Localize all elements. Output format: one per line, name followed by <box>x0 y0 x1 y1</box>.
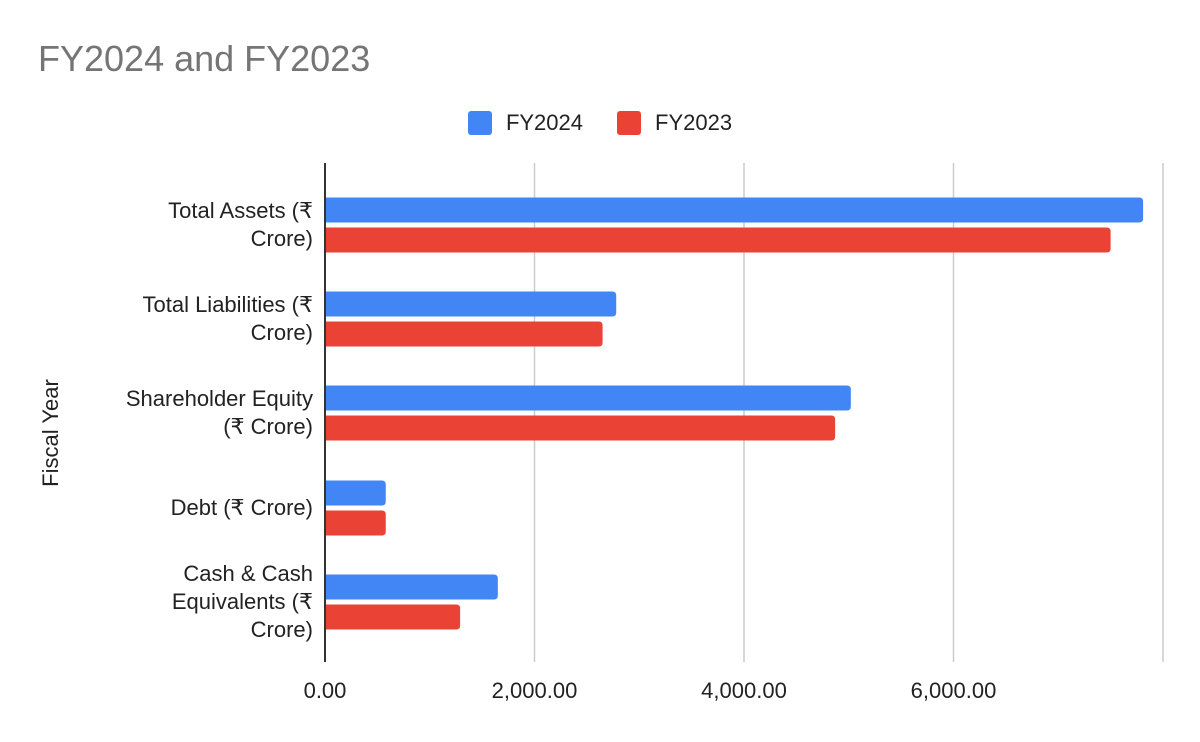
bar-fy2023-0[interactable] <box>325 227 1111 253</box>
bar-fy2024-2[interactable] <box>325 385 851 411</box>
bar-fy2024-1[interactable] <box>325 291 617 317</box>
category-label-line: Crore) <box>250 617 313 642</box>
bar-fy2023-3[interactable] <box>325 510 386 536</box>
category-label-line: Shareholder Equity <box>125 386 313 411</box>
x-tick-label-3: 6,000.00 <box>910 678 997 703</box>
category-label-line: Crore) <box>250 320 313 345</box>
chart-title: FY2024 and FY2023 <box>38 38 371 79</box>
legend: FY2024 FY2023 <box>0 110 1200 136</box>
category-label-4: Cash & Cash Equivalents (₹ Crore) <box>73 560 313 644</box>
bar-fy2024-0[interactable] <box>325 197 1144 223</box>
legend-item-fy2023[interactable]: FY2023 <box>617 110 732 136</box>
category-label-line: Equivalents (₹ <box>171 589 313 614</box>
category-label-line: Crore) <box>250 226 313 251</box>
bar-fy2023-4[interactable] <box>325 604 461 630</box>
category-label-0: Total Assets (₹ Crore) <box>73 197 313 253</box>
bar-fy2023-2[interactable] <box>325 415 836 441</box>
legend-label-fy2023: FY2023 <box>655 110 733 135</box>
category-label-1: Total Liabilities (₹ Crore) <box>73 291 313 347</box>
category-label-3: Debt (₹ Crore) <box>73 494 313 522</box>
legend-label-fy2024: FY2024 <box>505 110 583 135</box>
legend-swatch-fy2024 <box>467 111 492 135</box>
x-tick-label-2: 4,000.00 <box>701 678 787 703</box>
x-tick-label-0: 0.00 <box>303 678 347 703</box>
bar-fy2024-4[interactable] <box>325 574 498 600</box>
bar-fy2023-1[interactable] <box>325 321 603 347</box>
legend-swatch-fy2023 <box>617 111 641 135</box>
legend-item-fy2024[interactable]: FY2024 <box>467 110 583 136</box>
category-label-line: Cash & Cash <box>183 561 313 586</box>
category-label-line: Debt (₹ Crore) <box>170 495 313 520</box>
category-label-line: (₹ Crore) <box>223 414 313 439</box>
category-label-line: Total Liabilities (₹ <box>142 292 313 317</box>
category-label-2: Shareholder Equity (₹ Crore) <box>73 385 313 441</box>
x-tick-label-1: 2,000.00 <box>491 678 578 703</box>
bar-fy2024-3[interactable] <box>325 480 386 506</box>
category-label-line: Total Assets (₹ <box>168 198 313 223</box>
